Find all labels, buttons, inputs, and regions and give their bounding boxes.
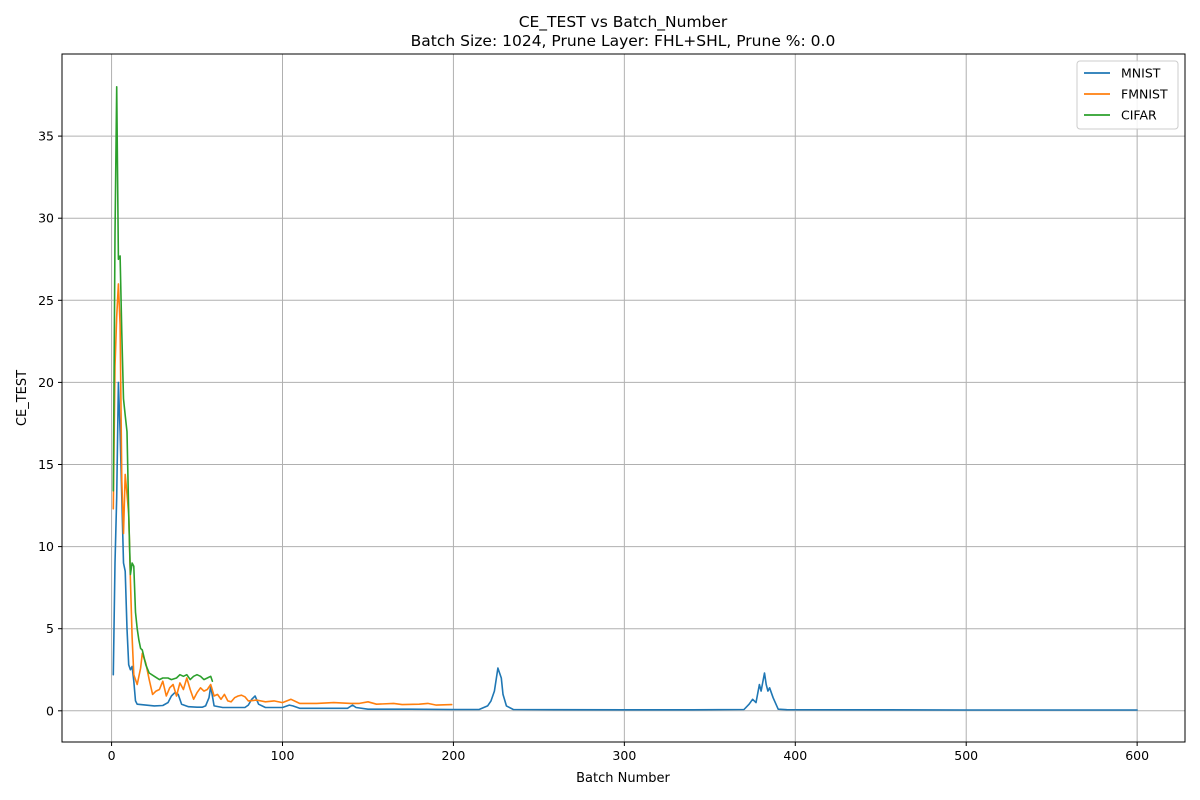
x-tick-label: 400 xyxy=(783,748,807,763)
y-axis-label: CE_TEST xyxy=(15,370,30,426)
plot-frame xyxy=(61,53,1186,743)
y-tick-label: 25 xyxy=(38,293,54,308)
y-tick-label: 35 xyxy=(38,129,54,144)
legend-label-fmnist: FMNIST xyxy=(1121,87,1168,102)
y-tick-label: 0 xyxy=(46,703,54,718)
x-tick-label: 300 xyxy=(612,748,636,763)
grid xyxy=(62,54,1185,742)
series-line-cifar xyxy=(112,86,214,682)
y-tick-label: 30 xyxy=(38,211,54,226)
legend-label-cifar: CIFAR xyxy=(1121,108,1157,123)
legend: MNIST FMNIST CIFAR xyxy=(1076,60,1179,130)
series-lines xyxy=(112,86,1138,711)
series-line-mnist xyxy=(112,381,1138,711)
legend-label-mnist: MNIST xyxy=(1121,66,1161,81)
chart-title: CE_TEST vs Batch_Number xyxy=(519,13,728,32)
axis-ticks: 0 100 200 300 400 500 600 0 5 10 15 20 25 30 35 xyxy=(38,129,1149,763)
x-axis-label: Batch Number xyxy=(576,771,670,786)
chart-subtitle: Batch Size: 1024, Prune Layer: FHL+SHL, … xyxy=(411,32,836,50)
x-tick-label: 100 xyxy=(271,748,295,763)
x-tick-label: 200 xyxy=(441,748,465,763)
x-tick-label: 500 xyxy=(954,748,978,763)
y-tick-label: 5 xyxy=(46,621,54,636)
series-line-fmnist xyxy=(112,283,453,706)
y-tick-label: 15 xyxy=(38,457,54,472)
x-tick-label: 600 xyxy=(1125,748,1149,763)
y-tick-label: 20 xyxy=(38,375,54,390)
y-tick-label: 10 xyxy=(38,539,54,554)
legend-box xyxy=(1076,60,1179,130)
x-tick-label: 0 xyxy=(108,748,116,763)
